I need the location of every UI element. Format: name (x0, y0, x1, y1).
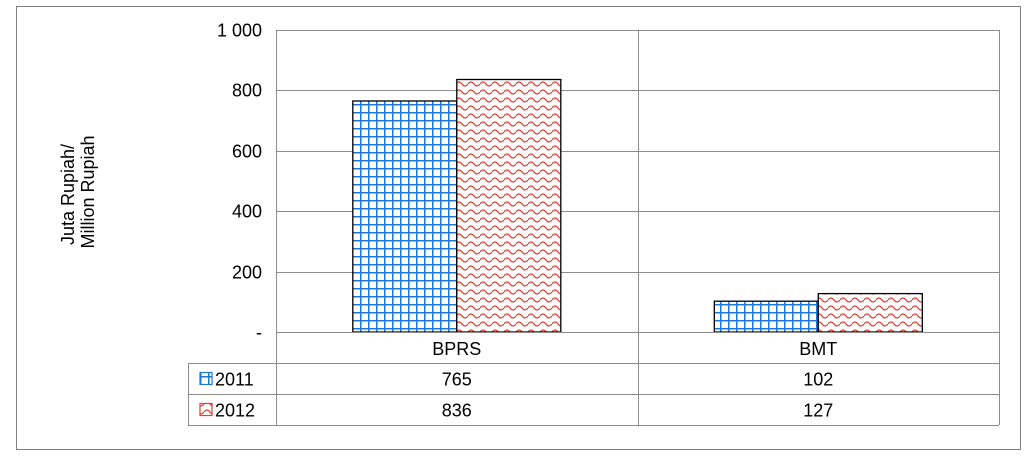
bar-bmt-2012 (817, 292, 923, 333)
legend-key-2012 (199, 402, 213, 417)
data-table: BPRS BMT 2011 765 102 2012 836 127 (188, 30, 1000, 426)
bars (352, 78, 923, 333)
legend-label-2012: 2012 (215, 401, 255, 421)
y-tick-label: - (256, 323, 262, 343)
category-label-bprs: BPRS (432, 339, 481, 359)
data-cell-2012-bprs: 836 (442, 401, 472, 421)
y-tick-label: 1 000 (217, 21, 262, 41)
bar-bmt-2011 (713, 300, 819, 333)
data-cell-2011-bprs: 765 (442, 370, 472, 390)
y-axis-title: Juta Rupiah/ Million Rupiah (58, 135, 98, 248)
bar-bprs-2011 (352, 100, 458, 333)
y-tick-label: 400 (232, 202, 262, 222)
data-cell-2012-bmt: 127 (803, 401, 833, 421)
y-tick-label: 800 (232, 81, 262, 101)
y-tick-label: 600 (232, 142, 262, 162)
legend-label-2011: 2011 (215, 370, 254, 390)
data-cell-2011-bmt: 102 (803, 370, 833, 390)
y-axis-title-line-2: Million Rupiah (78, 135, 98, 248)
category-label-bmt: BMT (799, 339, 837, 359)
y-axis-ticks: - 200 400 600 800 1 000 (217, 21, 262, 343)
y-tick-label: 200 (232, 263, 262, 283)
legend-key-2011 (199, 371, 213, 386)
y-axis-title-line-1: Juta Rupiah/ (58, 144, 78, 245)
bar-bprs-2012 (456, 78, 562, 333)
